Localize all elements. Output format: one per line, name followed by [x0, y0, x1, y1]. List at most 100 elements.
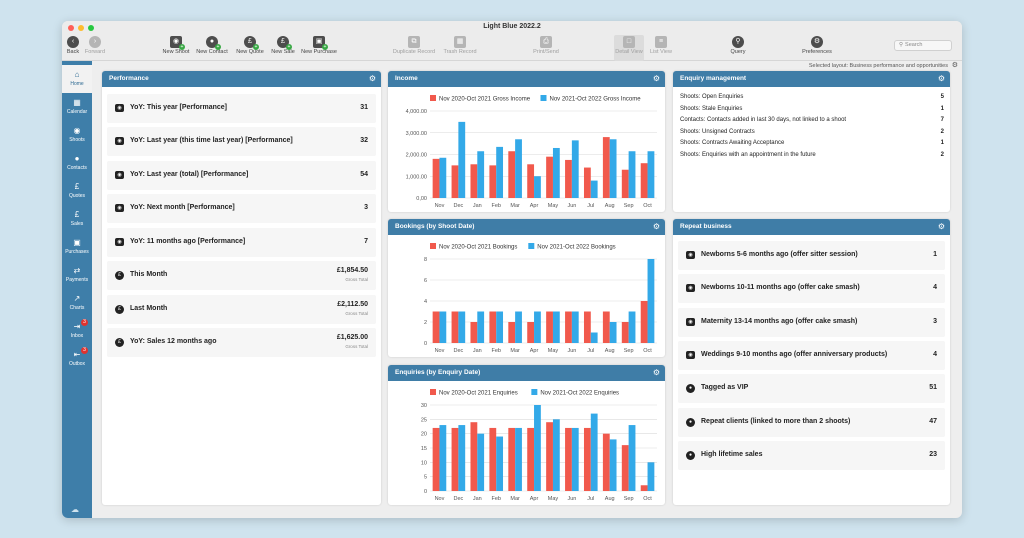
item-label: YoY: 11 months ago [Performance] — [130, 238, 246, 245]
sidebar-item-contacts[interactable]: ● Contacts — [62, 149, 92, 177]
chart-icon: ↗ — [73, 294, 81, 303]
list-item[interactable]: ◉ YoY: Last year (this time last year) [P… — [107, 127, 376, 156]
list-item[interactable]: ◉ YoY: 11 months ago [Performance] 7 — [107, 228, 376, 257]
item-value: £1,854.50 — [336, 267, 368, 274]
back-label: Back — [66, 49, 80, 55]
sidebar-item-shoots[interactable]: ◉ Shoots — [62, 121, 92, 149]
y-tick-label: 4,000.00 — [406, 109, 427, 115]
list-item[interactable]: Shoots: Stale Enquiries 1 — [680, 104, 944, 115]
close-window-button[interactable] — [68, 25, 74, 31]
camera-icon: ◉ — [686, 351, 695, 359]
panel-settings-gear-icon[interactable]: ⚙ — [368, 74, 376, 83]
list-item[interactable]: ◉ Newborns 5-6 months ago (offer sitter s… — [678, 241, 945, 270]
sidebar-item-outbox[interactable]: ⇤ Outbox 3 — [62, 345, 92, 373]
list-item[interactable]: ◉ YoY: Next month [Performance] 3 — [107, 194, 376, 223]
list-item[interactable]: ● Tagged as VIP 51 — [678, 374, 945, 403]
detail-view-label: Detail View — [615, 49, 643, 55]
pound-icon: £ — [115, 305, 124, 314]
list-item[interactable]: Contacts: Contacts added in last 30 days… — [680, 115, 944, 126]
income-panel: Income ⚙ Nov 2020-Oct 2021 Gross Income No… — [388, 71, 665, 212]
list-item[interactable]: ◉ Newborns 10-11 months ago (offer cake s… — [678, 274, 945, 303]
bar — [609, 139, 617, 198]
bar — [496, 311, 504, 343]
new-shoot-button[interactable]: ◉ + New Shoot — [161, 35, 191, 61]
item-value: 3 — [364, 204, 368, 211]
list-item[interactable]: ◉ Weddings 9-10 months ago (offer anniver… — [678, 341, 945, 370]
search-placeholder: Search — [905, 42, 923, 48]
list-item[interactable]: ◉ YoY: Last year (total) [Performance] 54 — [107, 161, 376, 190]
title-bar: Light Blue 2022.2 — [62, 21, 962, 35]
list-item[interactable]: £ YoY: Sales 12 months ago £1,625.00 Gross … — [107, 328, 376, 357]
query-button[interactable]: ⚲ Query — [726, 35, 750, 61]
item-value: £2,112.50 — [337, 301, 368, 308]
preferences-button[interactable]: ⚙ Preferences — [800, 35, 834, 61]
list-item[interactable]: ◉ Maternity 13-14 months ago (offer cake … — [678, 308, 945, 337]
sidebar-item-label: Payments — [65, 277, 89, 283]
zoom-window-button[interactable] — [88, 25, 94, 31]
item-label: Maternity 13-14 months ago (offer cake s… — [701, 318, 858, 325]
new-quote-button[interactable]: £ + New Quote — [234, 35, 266, 61]
pound-icon: £ + — [244, 36, 259, 50]
back-button[interactable]: ‹ Back — [65, 35, 81, 61]
list-view-button[interactable]: ≡ List View — [648, 35, 674, 61]
layout-settings-gear-icon[interactable]: ⚙ — [951, 62, 958, 69]
print-send-label: Print/Send — [533, 49, 559, 55]
print-send-button[interactable]: ⎙ Print/Send — [530, 35, 562, 61]
sidebar-item-purchases[interactable]: ▣ Purchases — [62, 233, 92, 261]
list-item[interactable]: ● Repeat clients (linked to more than 2 s… — [678, 408, 945, 437]
trash-record-button[interactable]: ▦ Trash Record — [442, 35, 478, 61]
y-tick-label: 8 — [424, 257, 427, 263]
panel-header: Income ⚙ — [388, 71, 665, 87]
list-item[interactable]: Shoots: Contracts Awaiting Acceptance 1 — [680, 138, 944, 149]
panel-settings-gear-icon[interactable]: ⚙ — [937, 222, 945, 231]
bar — [508, 427, 516, 491]
sidebar-item-sales[interactable]: £ Sales — [62, 205, 92, 233]
sidebar-item-inbox[interactable]: ⇥ Inbox 3 — [62, 317, 92, 345]
panel-header: Repeat business ⚙ — [673, 219, 950, 235]
sidebar-item-calendar[interactable]: ▦ Calendar — [62, 93, 92, 121]
item-label: Shoots: Enquiries with an appointment in… — [680, 152, 816, 158]
panel-settings-gear-icon[interactable]: ⚙ — [652, 74, 660, 83]
list-item[interactable]: Shoots: Unsigned Contracts 2 — [680, 127, 944, 138]
new-sale-button[interactable]: £ + New Sale — [269, 35, 297, 61]
sidebar: ⌂ Home ▦ Calendar ◉ Shoots ● Contacts £ Quote… — [62, 61, 92, 518]
duplicate-icon: ⧉ — [408, 36, 420, 48]
forward-button[interactable]: › Forward — [84, 35, 106, 61]
new-purchase-button[interactable]: ▣ + New Purchase — [300, 35, 338, 61]
panel-settings-gear-icon[interactable]: ⚙ — [937, 74, 945, 83]
bar — [602, 433, 610, 491]
x-tick-label: Dec — [453, 203, 463, 209]
list-item[interactable]: ◉ YoY: This year [Performance] 31 — [107, 94, 376, 123]
sidebar-item-quotes[interactable]: £ Quotes — [62, 177, 92, 205]
detail-view-button[interactable]: □ Detail View — [614, 35, 644, 61]
list-item[interactable]: £ Last Month £2,112.50 Gross Total — [107, 295, 376, 324]
back-arrow-icon: ‹ — [67, 36, 79, 48]
item-value: 31 — [360, 104, 368, 111]
list-item[interactable]: Shoots: Open Enquiries 5 — [680, 92, 944, 103]
y-tick-label: 15 — [421, 446, 427, 452]
item-label: Newborns 5-6 months ago (offer sitter se… — [701, 251, 858, 258]
bar — [489, 165, 497, 198]
list-item[interactable]: Shoots: Enquiries with an appointment in… — [680, 150, 944, 161]
duplicate-record-button[interactable]: ⧉ Duplicate Record — [392, 35, 436, 61]
bar — [432, 158, 440, 198]
x-tick-label: Aug — [605, 348, 615, 354]
list-item[interactable]: ● High lifetime sales 23 — [678, 441, 945, 470]
list-item[interactable]: £ This Month £1,854.50 Gross Total — [107, 261, 376, 290]
new-contact-button[interactable]: ● + New Contact — [195, 35, 229, 61]
item-value: 32 — [360, 137, 368, 144]
panel-settings-gear-icon[interactable]: ⚙ — [652, 368, 660, 377]
x-tick-label: Jan — [473, 348, 482, 354]
plus-icon: + — [215, 44, 221, 50]
new-contact-label: New Contact — [196, 49, 228, 55]
sidebar-item-home[interactable]: ⌂ Home — [62, 65, 92, 93]
bar — [609, 439, 617, 491]
panel-settings-gear-icon[interactable]: ⚙ — [652, 222, 660, 231]
bar — [496, 436, 504, 491]
legend-label: Nov 2021-Oct 2022 Bookings — [537, 245, 615, 251]
panel-header: Enquiry management ⚙ — [673, 71, 950, 87]
sidebar-item-payments[interactable]: ⇄ Payments — [62, 261, 92, 289]
sidebar-item-charts[interactable]: ↗ Charts — [62, 289, 92, 317]
search-input[interactable]: ⚲ Search — [894, 40, 952, 51]
minimize-window-button[interactable] — [78, 25, 84, 31]
